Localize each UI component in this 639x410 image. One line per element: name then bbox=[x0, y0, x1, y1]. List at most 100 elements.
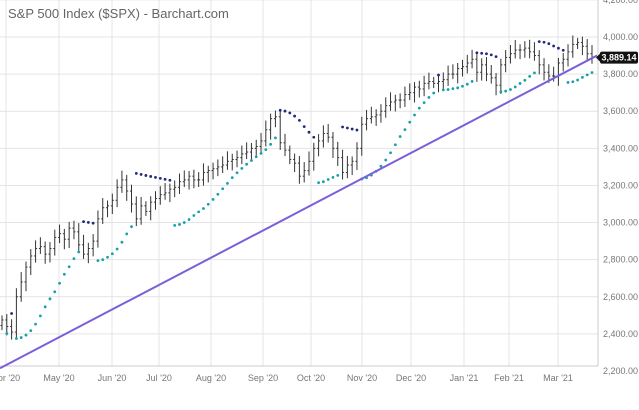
sar-dot-below bbox=[77, 250, 81, 254]
sar-dot-below bbox=[211, 198, 215, 201]
sar-dot-below bbox=[456, 86, 460, 90]
chart-title: S&P 500 Index ($SPX) - Barchart.com bbox=[8, 6, 229, 21]
sar-dot-below bbox=[221, 187, 225, 191]
price-bar bbox=[101, 198, 105, 225]
sar-dot-above bbox=[86, 221, 90, 224]
sar-dot-below bbox=[513, 85, 517, 89]
price-bar bbox=[211, 162, 215, 180]
price-bar bbox=[115, 179, 119, 208]
x-tick-label: Dec '20 bbox=[396, 373, 426, 383]
sar-dot-below bbox=[96, 259, 100, 262]
sar-dot-below bbox=[326, 178, 330, 181]
price-bar bbox=[518, 44, 522, 60]
sar-dot-above bbox=[278, 108, 282, 112]
sar-dot-above bbox=[283, 109, 287, 113]
x-tick-labels: Apr '20 May '20 Jun '20 Jul '20 Aug '20 Sep '… bbox=[0, 373, 573, 383]
y-tick-label: 3,400.00 bbox=[603, 143, 638, 153]
sar-dot-below bbox=[182, 221, 186, 224]
price-bar bbox=[158, 186, 162, 205]
sar-dot-above bbox=[307, 130, 311, 134]
sar-dot-below bbox=[523, 78, 527, 82]
price-bar bbox=[470, 49, 474, 69]
price-bar bbox=[413, 82, 417, 103]
y-tick-label: 3,600.00 bbox=[603, 106, 638, 116]
sar-dot-above bbox=[345, 126, 349, 130]
price-bar bbox=[77, 223, 81, 251]
sar-dot-above bbox=[82, 220, 85, 224]
trendline bbox=[0, 54, 598, 370]
sar-dot-below bbox=[250, 159, 253, 162]
price-bar bbox=[293, 153, 297, 173]
sar-dot-below bbox=[413, 113, 416, 117]
sar-dot-above bbox=[437, 73, 440, 77]
y-tick-labels: 2,200.00 2,400.00 2,600.00 2,800.00 3,000.00… bbox=[603, 0, 638, 376]
price-bar bbox=[422, 75, 426, 97]
price-bar bbox=[542, 58, 546, 81]
price-bar bbox=[456, 62, 460, 84]
price-bar bbox=[432, 76, 436, 89]
sar-dot-above bbox=[302, 125, 306, 128]
sar-dot-above bbox=[494, 55, 498, 59]
price-bar bbox=[72, 220, 76, 240]
sar-dot-below bbox=[432, 91, 436, 95]
price-bar bbox=[480, 58, 484, 81]
price-bar bbox=[465, 54, 469, 74]
price-bar bbox=[62, 228, 66, 250]
price-bar bbox=[139, 196, 143, 225]
price-bar bbox=[225, 151, 229, 170]
sar-dot-below bbox=[48, 297, 52, 301]
sar-dot-below bbox=[120, 240, 124, 244]
sar-dot-below bbox=[192, 214, 196, 217]
price-bar bbox=[508, 44, 512, 64]
last-price-value: 3,889.14 bbox=[601, 53, 636, 63]
price-bar bbox=[53, 229, 57, 256]
price-bar bbox=[168, 183, 172, 203]
sar-dot-below bbox=[24, 333, 28, 337]
sar-dot-below bbox=[566, 81, 570, 84]
sar-dot-below bbox=[264, 148, 268, 151]
sar-dot-below bbox=[230, 176, 234, 180]
price-bar bbox=[532, 42, 536, 61]
sar-dot-below bbox=[393, 143, 397, 147]
y-tick-label: 3,800.00 bbox=[603, 69, 638, 79]
price-bar bbox=[460, 59, 464, 77]
sar-dot-below bbox=[14, 337, 18, 340]
sar-dot-below bbox=[202, 207, 205, 210]
sar-dot-below bbox=[38, 314, 42, 318]
sar-dot-above bbox=[297, 118, 301, 122]
price-bar bbox=[163, 183, 167, 200]
price-bar bbox=[417, 80, 421, 98]
parabolic-sar bbox=[5, 40, 594, 340]
sar-dot-below bbox=[178, 223, 181, 226]
price-bar bbox=[523, 41, 527, 58]
y-tick-label: 4,000.00 bbox=[603, 32, 638, 42]
x-tick-label: May '20 bbox=[43, 373, 74, 383]
sar-dot-below bbox=[403, 128, 407, 132]
sar-dot-above bbox=[480, 51, 484, 55]
price-bar bbox=[321, 125, 325, 148]
x-tick-label: Sep '20 bbox=[248, 373, 278, 383]
sar-dot-above bbox=[91, 221, 95, 225]
price-bar bbox=[317, 134, 321, 157]
price-bar bbox=[513, 39, 517, 59]
y-tick-label: 3,200.00 bbox=[603, 180, 638, 190]
price-bar bbox=[566, 44, 570, 67]
price-bar bbox=[365, 109, 369, 131]
sar-dot-above bbox=[557, 46, 560, 50]
sar-dot-below bbox=[235, 171, 239, 175]
sar-dot-below bbox=[67, 265, 71, 269]
sar-dot-below bbox=[398, 135, 402, 138]
y-tick-label: 2,400.00 bbox=[603, 329, 638, 339]
price-bar bbox=[48, 242, 52, 263]
price-bar bbox=[149, 196, 153, 221]
price-bar bbox=[475, 54, 479, 82]
x-tick-label: Apr '20 bbox=[0, 373, 20, 383]
sar-dot-above bbox=[139, 173, 143, 176]
price-bar bbox=[249, 142, 253, 162]
last-price-background bbox=[600, 51, 638, 64]
price-bar bbox=[441, 72, 445, 90]
price-bar bbox=[0, 315, 4, 331]
sar-dot-below bbox=[216, 192, 220, 196]
sar-dot-below bbox=[451, 87, 455, 91]
